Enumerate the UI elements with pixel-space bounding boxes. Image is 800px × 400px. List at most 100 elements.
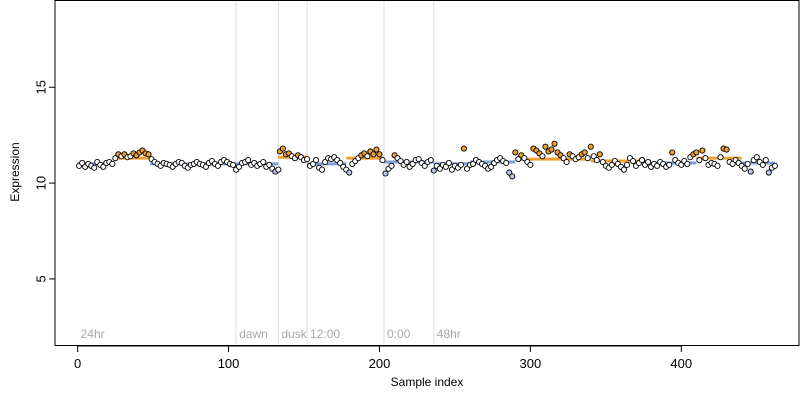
- data-point: [442, 163, 449, 170]
- data-point: [275, 166, 282, 173]
- data-point: [460, 145, 468, 152]
- data-point: [112, 155, 119, 162]
- data-point: [678, 161, 685, 168]
- data-point: [584, 155, 591, 162]
- data-point: [699, 147, 706, 154]
- y-tick-label: 15: [34, 80, 49, 94]
- data-point: [427, 157, 434, 164]
- x-tick-label: 200: [369, 356, 391, 371]
- data-point: [364, 153, 371, 160]
- x-tick-label: 300: [520, 356, 542, 371]
- data-point: [560, 155, 567, 162]
- data-point: [260, 158, 267, 166]
- data-point: [379, 157, 386, 164]
- data-point: [753, 154, 760, 161]
- y-axis-title: Expression: [8, 142, 22, 201]
- data-point: [593, 157, 600, 164]
- data-point: [448, 166, 455, 173]
- data-point: [771, 162, 778, 169]
- data-point: [747, 168, 754, 175]
- data-point: [100, 163, 107, 170]
- data-point: [684, 160, 691, 167]
- data-point: [322, 158, 329, 166]
- data-point: [457, 161, 465, 168]
- condition-label: 0:00: [387, 327, 411, 341]
- data-point: [310, 160, 317, 167]
- data-points: [76, 140, 778, 180]
- data-point: [488, 163, 495, 170]
- data-point: [759, 161, 766, 168]
- data-point: [421, 162, 428, 169]
- data-point: [109, 160, 116, 167]
- data-point: [245, 157, 252, 164]
- data-point: [551, 140, 558, 147]
- data-point: [629, 157, 637, 165]
- data-point: [319, 166, 326, 173]
- data-point: [403, 158, 410, 166]
- data-point: [370, 151, 377, 158]
- data-point: [762, 157, 769, 164]
- condition-label: dawn: [239, 327, 268, 341]
- data-point: [639, 157, 646, 164]
- data-point: [436, 165, 443, 172]
- data-point: [445, 159, 452, 167]
- data-point: [669, 149, 676, 156]
- data-point: [469, 160, 477, 167]
- data-point: [702, 155, 709, 162]
- data-point: [382, 170, 389, 177]
- data-point: [723, 146, 730, 153]
- data-point: [693, 149, 700, 156]
- data-point: [539, 153, 546, 160]
- data-point: [548, 146, 555, 153]
- data-point: [512, 149, 519, 156]
- condition-label: 48hr: [437, 327, 461, 341]
- data-point: [313, 157, 320, 164]
- data-point: [608, 161, 615, 168]
- x-tick-label: 100: [218, 356, 240, 371]
- data-point: [214, 162, 222, 169]
- data-point: [654, 162, 661, 169]
- data-point: [717, 154, 724, 161]
- x-axis: 0 100 200 300 400: [74, 345, 692, 371]
- condition-markers: 24hr dawn dusk 12:00 0:00 48hr: [81, 1, 461, 346]
- x-tick-label: 0: [74, 356, 81, 371]
- data-point: [91, 164, 98, 171]
- data-point: [666, 161, 673, 168]
- data-point: [415, 156, 422, 163]
- data-point: [729, 160, 736, 167]
- data-point: [506, 169, 513, 176]
- data-point: [303, 156, 311, 163]
- data-point: [279, 145, 286, 152]
- data-point: [623, 161, 631, 168]
- data-point: [145, 151, 152, 158]
- data-point: [741, 165, 748, 172]
- data-point: [388, 162, 395, 169]
- condition-label: dusk: [281, 327, 307, 341]
- data-point: [503, 159, 510, 167]
- data-point: [527, 161, 534, 168]
- data-point: [744, 160, 751, 167]
- data-point: [202, 163, 209, 170]
- data-point: [696, 157, 703, 164]
- y-axis: 5 10 15: [34, 80, 56, 283]
- data-point: [765, 169, 772, 176]
- data-point: [509, 173, 516, 180]
- data-point: [542, 143, 549, 150]
- data-point: [397, 157, 404, 165]
- y-tick-label: 10: [34, 176, 49, 190]
- data-point: [563, 158, 570, 166]
- data-point: [515, 156, 522, 163]
- data-point: [346, 169, 353, 176]
- data-point: [599, 158, 606, 166]
- data-point: [409, 160, 416, 167]
- data-point: [376, 151, 383, 158]
- data-point: [521, 155, 528, 162]
- data-point: [373, 146, 380, 153]
- data-point: [590, 153, 597, 160]
- data-point: [620, 166, 627, 173]
- y-tick-label: 5: [34, 275, 49, 282]
- condition-label: 12:00: [310, 327, 340, 341]
- data-point: [587, 143, 594, 150]
